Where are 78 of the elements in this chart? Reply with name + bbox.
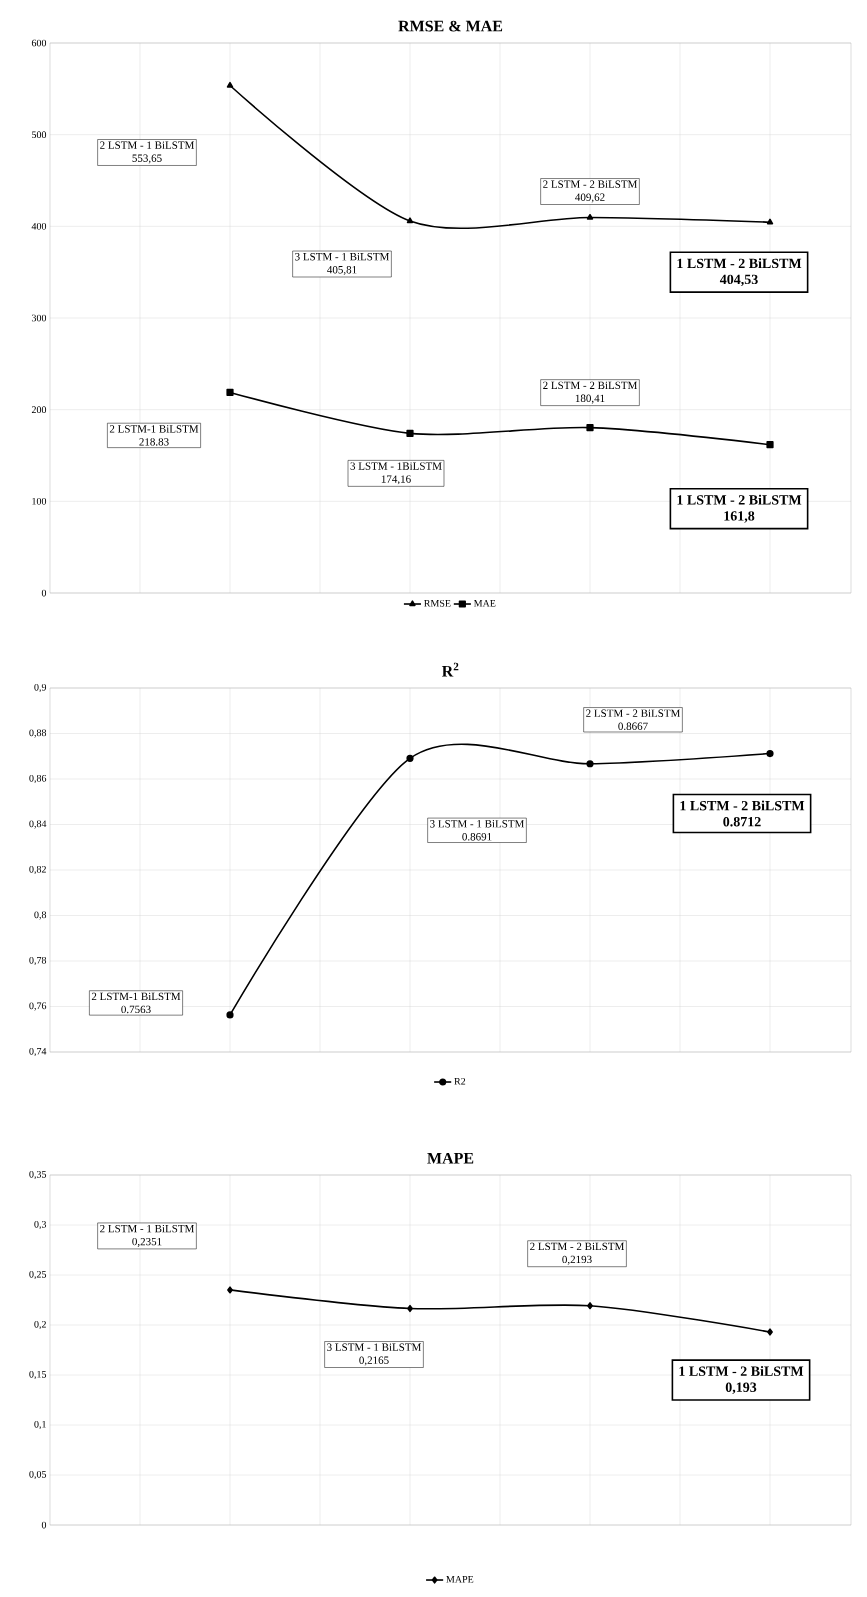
annotation: 3 LSTM - 1BiLSTM bbox=[350, 462, 442, 470]
y-tick-label: 0 bbox=[41, 1521, 47, 1529]
y-tick-label: 0,2 bbox=[34, 1320, 46, 1330]
y-tick-label: 0,15 bbox=[29, 1370, 47, 1380]
chart-title: MAPE bbox=[427, 1152, 474, 1164]
y-tick-label: 0,82 bbox=[29, 865, 46, 875]
annotation: 2 LSTM - 2 BiLSTM bbox=[530, 1242, 625, 1251]
point bbox=[406, 429, 414, 437]
y-tick-label: 500 bbox=[32, 131, 47, 139]
annotation: 553,65 bbox=[132, 154, 162, 164]
legend-label: MAPE bbox=[446, 1575, 474, 1583]
chart-title: RMSE & MAE bbox=[398, 20, 503, 32]
annotation: 0.8691 bbox=[462, 833, 492, 841]
y-tick-label: 0,88 bbox=[29, 729, 47, 738]
legend-label: MAE bbox=[473, 599, 496, 607]
y-tick-label: 0,8 bbox=[34, 911, 47, 920]
annotation: 3 LSTM - 1 BiLSTM bbox=[295, 253, 390, 261]
annotation: 405,81 bbox=[327, 266, 357, 275]
point bbox=[226, 81, 234, 88]
point bbox=[586, 760, 594, 768]
point bbox=[406, 754, 414, 762]
y-tick-label: 0,74 bbox=[29, 1047, 47, 1057]
annotation: 1 LSTM - 2 BiLSTM bbox=[677, 494, 802, 505]
point bbox=[227, 1286, 233, 1294]
annotation: 174,16 bbox=[381, 475, 411, 485]
y-tick-label: 0,78 bbox=[29, 956, 47, 966]
y-tick-label: 0,9 bbox=[34, 683, 47, 693]
point bbox=[766, 749, 774, 758]
annotation: 2 LSTM - 2 BiLSTM bbox=[586, 709, 681, 717]
annotation: 0.8667 bbox=[618, 722, 648, 730]
chart-title: R$^{2}$ bbox=[441, 662, 459, 677]
point bbox=[586, 424, 594, 432]
annotation: 0,2193 bbox=[562, 1255, 592, 1265]
y-tick-label: 0,84 bbox=[29, 820, 47, 829]
point bbox=[766, 441, 774, 449]
annotation: 2 LSTM - 2 BiLSTM bbox=[543, 381, 638, 390]
point bbox=[226, 1011, 234, 1019]
y-tick-label: 0,76 bbox=[29, 1002, 47, 1011]
annotation: 1 LSTM - 2 BiLSTM bbox=[677, 258, 802, 269]
annotation: 0.7563 bbox=[121, 1005, 151, 1014]
annotation: 0,2351 bbox=[132, 1237, 162, 1247]
annotation: 2 LSTM-1 BiLSTM bbox=[109, 425, 199, 433]
annotation: 2 LSTM - 1 BiLSTM bbox=[100, 1224, 195, 1233]
annotation: 161,8 bbox=[724, 511, 755, 523]
annotation: 1 LSTM - 2 BiLSTM bbox=[680, 800, 805, 811]
annotation: 2 LSTM - 1 BiLSTM bbox=[100, 141, 195, 149]
y-tick-label: 0,35 bbox=[29, 1170, 47, 1180]
point bbox=[587, 1302, 593, 1310]
y-tick-label: 300 bbox=[31, 314, 47, 322]
legend-label: R2 bbox=[454, 1077, 466, 1085]
y-tick-label: 0,25 bbox=[29, 1270, 47, 1280]
point bbox=[406, 217, 414, 224]
annotation: 1 LSTM - 2 BiLSTM bbox=[679, 1366, 804, 1376]
y-tick-label: 0 bbox=[41, 589, 47, 597]
annotation: 2 LSTM - 2 BiLSTM bbox=[543, 180, 638, 188]
annotation: 0,193 bbox=[725, 1382, 757, 1394]
annotation: 3 LSTM - 1 BiLSTM bbox=[430, 820, 525, 828]
point bbox=[586, 213, 594, 220]
y-tick-label: 0,3 bbox=[34, 1220, 47, 1230]
point bbox=[226, 388, 234, 397]
annotation: 0.8712 bbox=[723, 816, 761, 827]
y-tick-label: 200 bbox=[31, 406, 47, 414]
y-tick-label: 400 bbox=[31, 222, 47, 230]
annotation: 3 LSTM - 1 BiLSTM bbox=[327, 1343, 422, 1351]
annotation: 0,2165 bbox=[359, 1356, 389, 1366]
annotation: 404,53 bbox=[719, 274, 758, 287]
point bbox=[767, 1328, 773, 1336]
y-tick-label: 0,86 bbox=[29, 774, 47, 784]
y-tick-label: 0,05 bbox=[29, 1470, 47, 1480]
annotation: 2 LSTM-1 BiLSTM bbox=[91, 992, 181, 1001]
legend-label: RMSE bbox=[424, 599, 451, 607]
annotation: 409,62 bbox=[575, 193, 605, 203]
y-tick-label: 0,1 bbox=[34, 1420, 46, 1430]
annotation: 180,41 bbox=[575, 394, 605, 404]
annotation: 218.83 bbox=[139, 438, 169, 446]
y-tick-label: 600 bbox=[31, 39, 47, 47]
y-tick-label: 100 bbox=[32, 497, 47, 505]
point bbox=[766, 218, 774, 225]
